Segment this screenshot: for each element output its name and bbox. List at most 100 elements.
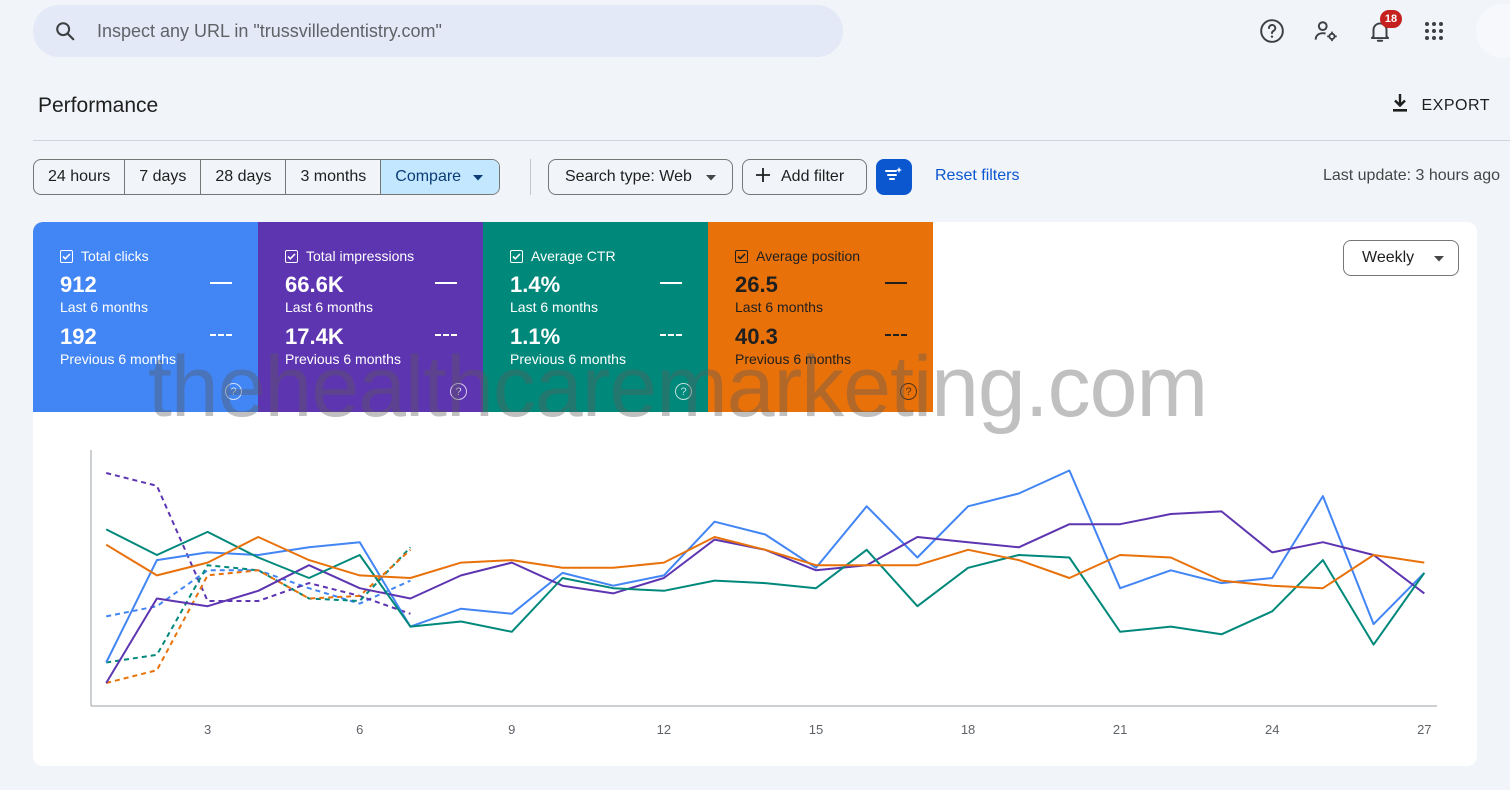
- date-range-selector: 24 hours 7 days 28 days 3 months Compare: [33, 159, 501, 195]
- metric-previous-period: Previous 6 months: [60, 351, 176, 367]
- date-range-28-days[interactable]: 28 days: [201, 160, 287, 194]
- dashed-line-legend-icon: [885, 334, 907, 336]
- solid-line-legend-icon: [435, 282, 457, 284]
- dashed-line-legend-icon: [435, 334, 457, 336]
- solid-line-legend-icon: [210, 282, 232, 284]
- series-line-average-position-previous: [105, 549, 412, 684]
- solid-line-legend-icon: [660, 282, 682, 284]
- help-icon[interactable]: ?: [900, 383, 917, 400]
- metric-current-period: Last 6 months: [60, 299, 148, 315]
- metric-label: Total impressions: [285, 248, 483, 264]
- download-icon: [1390, 92, 1410, 119]
- metric-previous: 1.1% Previous 6 months: [510, 324, 708, 368]
- metric-current: 26.5 Last 6 months: [735, 272, 933, 316]
- metric-average-ctr[interactable]: Average CTR 1.4% Last 6 months 1.1% Previo…: [483, 222, 708, 412]
- divider: [33, 140, 1510, 141]
- metric-label: Average CTR: [510, 248, 708, 264]
- series-line-average-ctr-previous: [106, 546, 412, 664]
- export-button[interactable]: EXPORT: [1390, 92, 1491, 119]
- metric-label: Average position: [735, 248, 933, 264]
- metric-current-period: Last 6 months: [285, 299, 373, 315]
- granularity-dropdown[interactable]: Weekly: [1343, 240, 1459, 276]
- metric-current-value: 1.4%: [510, 272, 561, 297]
- checkbox-checked-icon[interactable]: [60, 249, 73, 263]
- add-filter-button[interactable]: Add filter: [742, 159, 867, 195]
- search-type-filter[interactable]: Search type: Web: [548, 159, 733, 195]
- series-line-total-impressions: [105, 510, 1425, 684]
- filter-settings-button[interactable]: [876, 159, 912, 195]
- metric-previous-period: Previous 6 months: [510, 351, 626, 367]
- manage-users-icon[interactable]: [1310, 14, 1342, 48]
- performance-chart-card: 3 6 9 12 15 18 21 24 27 Total clicks 912 Last 6 m…: [33, 222, 1477, 766]
- metric-average-position[interactable]: Average position 26.5 Last 6 months 40.3 P…: [708, 222, 933, 412]
- reset-filters-link[interactable]: Reset filters: [935, 167, 1020, 184]
- date-range-label: 24 hours: [48, 168, 111, 185]
- last-update-text: Last update: 3 hours ago: [1322, 167, 1500, 184]
- metric-previous: 192 Previous 6 months: [60, 324, 258, 368]
- granularity-label: Weekly: [1362, 249, 1415, 266]
- x-tick-label: 27: [1417, 722, 1431, 737]
- metric-label-text: Total clicks: [81, 248, 149, 264]
- series-line-total-impressions-previous: [105, 472, 411, 615]
- date-range-compare[interactable]: Compare: [381, 160, 500, 194]
- metric-current: 1.4% Last 6 months: [510, 272, 708, 316]
- metric-previous-period: Previous 6 months: [285, 351, 401, 367]
- add-filter-label: Add filter: [781, 168, 845, 185]
- series-line-total-clicks-previous: [106, 569, 411, 618]
- metric-previous-value: 192: [60, 324, 97, 349]
- metric-previous-value: 40.3: [735, 324, 778, 349]
- metric-current: 66.6K Last 6 months: [285, 272, 483, 316]
- search-type-label: Search type: Web: [565, 168, 692, 185]
- account-avatar[interactable]: [1476, 4, 1510, 58]
- apps-grid-icon[interactable]: [1418, 14, 1450, 48]
- dashed-line-legend-icon: [210, 334, 232, 336]
- notifications-icon[interactable]: 18: [1364, 10, 1402, 48]
- dashed-line-legend-icon: [660, 334, 682, 336]
- x-tick-label: 24: [1265, 722, 1279, 737]
- solid-line-legend-icon: [885, 282, 907, 284]
- x-tick-label: 12: [657, 722, 671, 737]
- metric-previous: 17.4K Previous 6 months: [285, 324, 483, 368]
- header-icons: 18: [1256, 10, 1450, 48]
- metric-current-value: 26.5: [735, 272, 778, 297]
- search-icon[interactable]: [33, 20, 97, 42]
- metric-previous: 40.3 Previous 6 months: [735, 324, 933, 368]
- date-range-24-hours[interactable]: 24 hours: [34, 160, 126, 194]
- help-icon[interactable]: ?: [225, 383, 242, 400]
- export-label: EXPORT: [1421, 96, 1490, 114]
- x-tick-label: 3: [204, 722, 211, 737]
- help-icon[interactable]: ?: [450, 383, 467, 400]
- metric-previous-value: 17.4K: [285, 324, 344, 349]
- date-range-3-months[interactable]: 3 months: [286, 160, 382, 194]
- help-icon[interactable]: ?: [675, 383, 692, 400]
- help-icon[interactable]: [1256, 14, 1288, 48]
- date-range-label: Compare: [395, 168, 462, 185]
- x-tick-label: 21: [1113, 722, 1127, 737]
- toolbar-separator: [530, 159, 531, 195]
- metric-current-period: Last 6 months: [735, 299, 823, 315]
- metric-current-period: Last 6 months: [510, 299, 598, 315]
- x-tick-label: 18: [961, 722, 975, 737]
- checkbox-checked-icon[interactable]: [510, 249, 523, 263]
- x-tick-label: 15: [809, 722, 823, 737]
- metric-current-value: 66.6K: [285, 272, 344, 297]
- series-line-total-clicks: [105, 469, 1426, 663]
- notification-count-badge: 18: [1380, 10, 1402, 28]
- url-inspection-input[interactable]: [97, 20, 797, 42]
- x-tick-label: 6: [356, 722, 363, 737]
- date-range-label: 7 days: [139, 168, 187, 185]
- metric-previous-period: Previous 6 months: [735, 351, 851, 367]
- metric-label: Total clicks: [60, 248, 258, 264]
- metric-label-text: Total impressions: [306, 248, 415, 264]
- checkbox-checked-icon[interactable]: [735, 249, 748, 263]
- metric-total-clicks[interactable]: Total clicks 912 Last 6 months 192 Previou…: [33, 222, 258, 412]
- date-range-7-days[interactable]: 7 days: [125, 160, 202, 194]
- checkbox-checked-icon[interactable]: [285, 249, 298, 263]
- metric-current: 912 Last 6 months: [60, 272, 258, 316]
- metric-current-value: 912: [60, 272, 97, 297]
- metric-previous-value: 1.1%: [510, 324, 561, 349]
- metric-total-impressions[interactable]: Total impressions 66.6K Last 6 months 17.…: [258, 222, 483, 412]
- series-line-average-ctr: [105, 528, 1426, 646]
- url-inspection-search[interactable]: [33, 5, 843, 57]
- page-title: Performance: [38, 94, 159, 117]
